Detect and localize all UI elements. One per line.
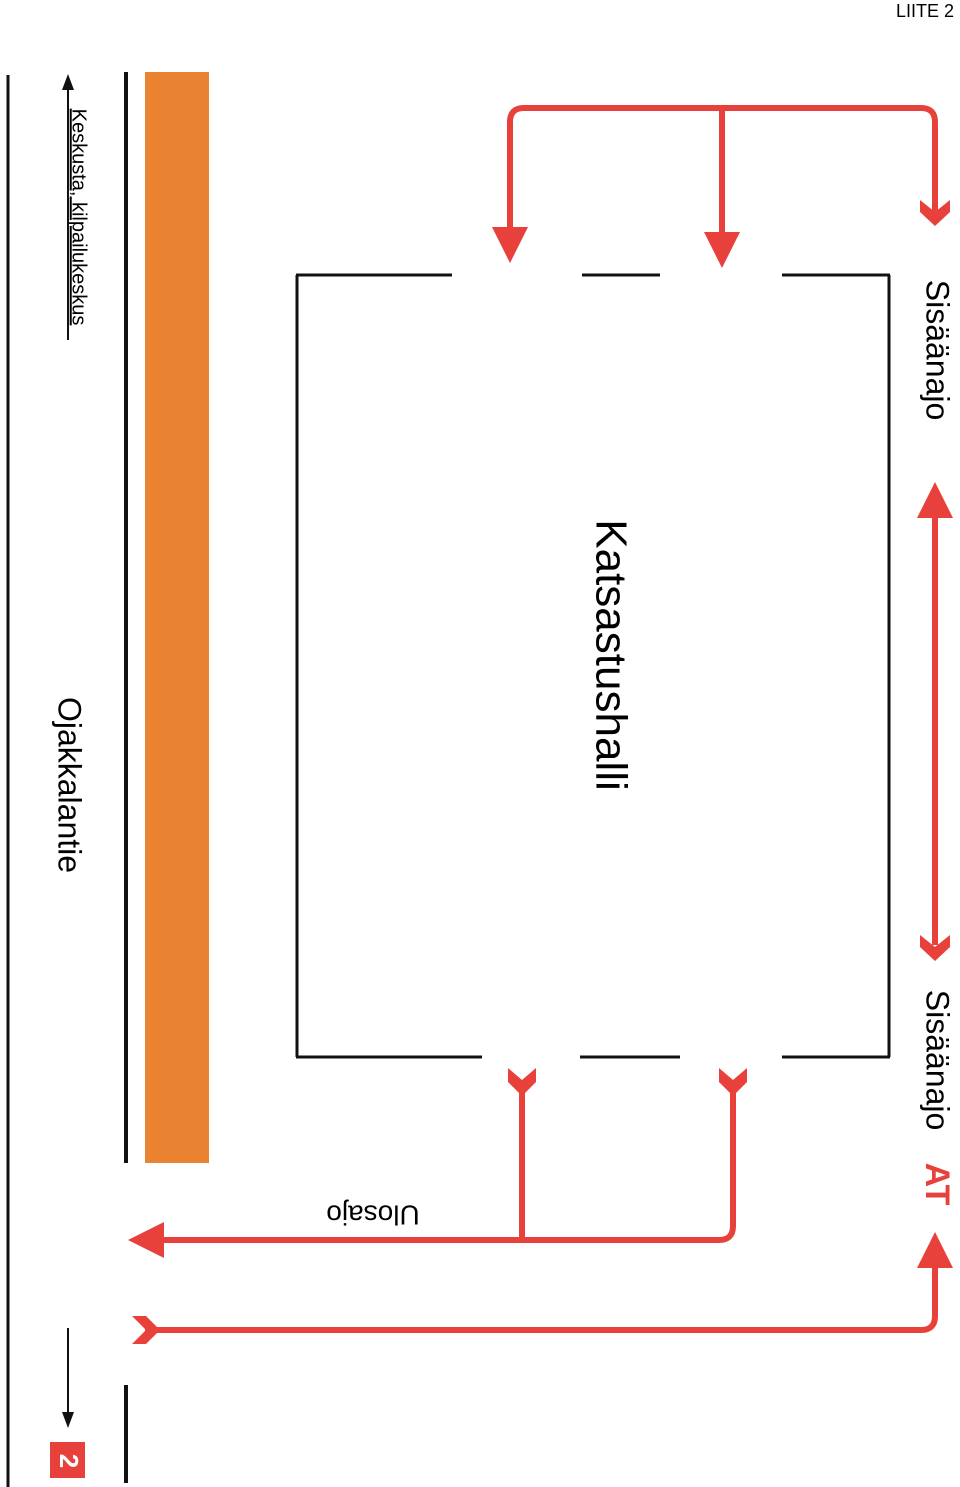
road-direction: Keskusta, kilpailukeskus [68,109,90,326]
exit-route [146,1080,736,1240]
route-tail [920,200,950,226]
entry-label: Sisäänajo [920,280,956,421]
route-tail [920,935,950,961]
route-tail [132,1316,160,1344]
orange-strip [145,72,209,1163]
header-label: LIITE 2 [896,1,954,21]
at-badge: AT [918,1163,956,1206]
road-name: Ojakkalantie [52,697,88,873]
entry-route [145,1232,953,1333]
building-label: Katsastushalli [586,519,635,790]
exit-label: Ulosajo [326,1200,419,1231]
route-tail [508,1068,536,1096]
sign-box [50,1442,85,1478]
route-tail [719,1068,747,1096]
entry-label: Sisäänajo [920,990,956,1131]
building-walls [295,273,891,1059]
sign-label: 2 [54,1454,84,1468]
